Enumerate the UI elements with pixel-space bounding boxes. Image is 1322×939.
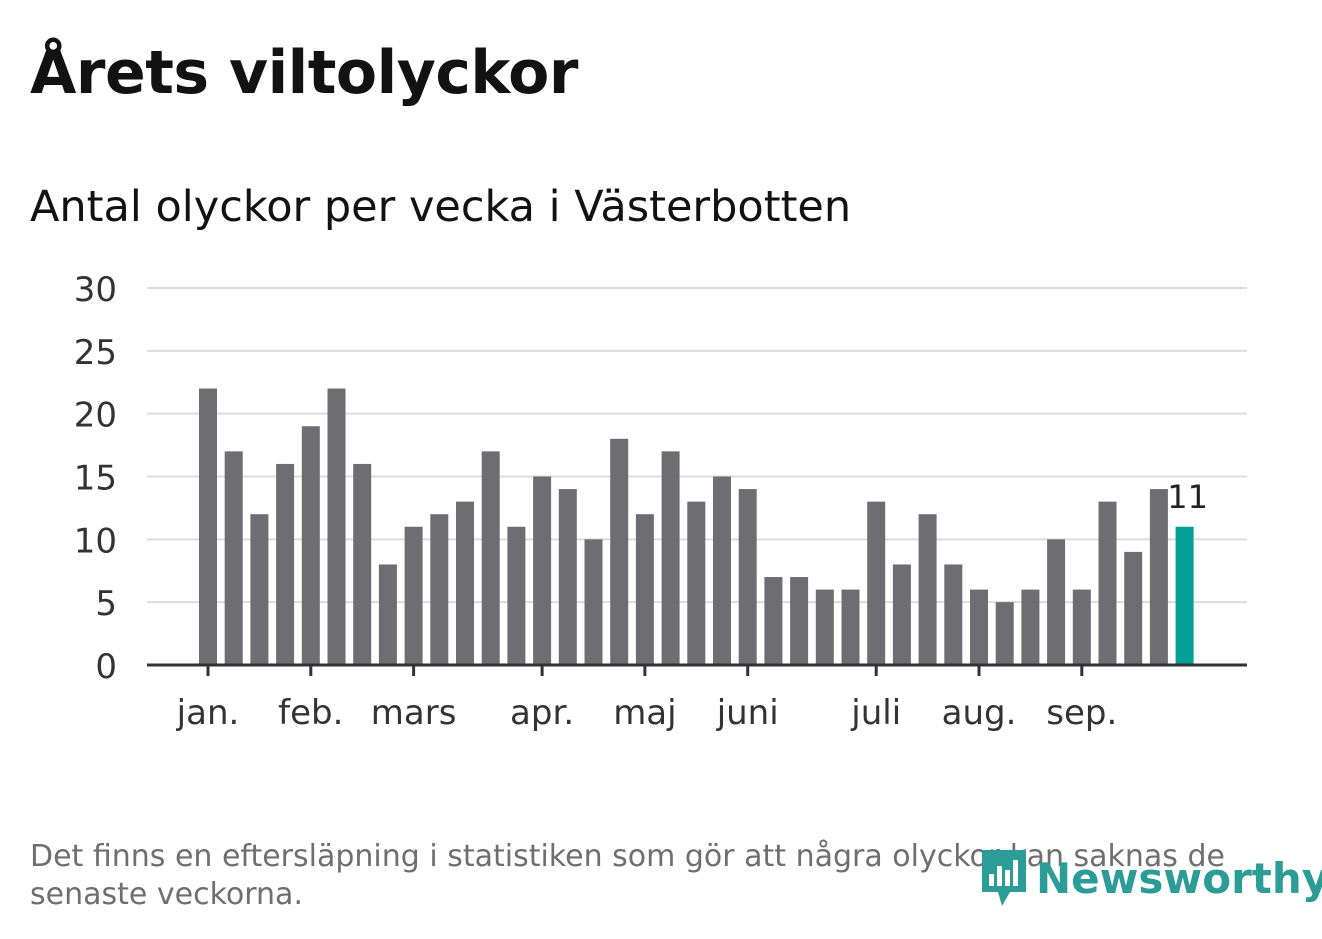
bar xyxy=(250,514,269,665)
bar xyxy=(456,501,474,665)
data-label-highlight: 11 xyxy=(1167,478,1208,516)
y-tick-label: 15 xyxy=(74,459,117,499)
bar xyxy=(713,476,731,665)
bar xyxy=(995,602,1014,665)
bar xyxy=(764,577,783,665)
newsworthy-logo-icon xyxy=(982,850,1026,906)
y-tick-label: 30 xyxy=(74,270,117,310)
bar xyxy=(867,501,886,665)
bar xyxy=(507,526,526,665)
y-tick-label: 20 xyxy=(74,396,117,436)
bar xyxy=(199,388,217,665)
bar xyxy=(430,514,449,665)
bar xyxy=(558,489,577,665)
y-tick-label: 10 xyxy=(74,521,117,561)
bar xyxy=(1098,501,1117,665)
bar xyxy=(1047,539,1066,665)
bar xyxy=(224,451,243,665)
bar xyxy=(353,463,372,665)
x-tick-label: juni xyxy=(716,693,779,733)
bar xyxy=(378,564,397,665)
bar xyxy=(815,589,834,665)
bar xyxy=(301,426,320,665)
bar xyxy=(687,501,706,665)
bar xyxy=(635,514,654,665)
bar xyxy=(1124,551,1143,665)
x-tick-label: jan. xyxy=(176,693,240,733)
x-tick-label: feb. xyxy=(278,693,343,733)
bar xyxy=(533,476,552,665)
bar xyxy=(918,514,937,665)
bar-highlight xyxy=(1175,526,1194,665)
bar xyxy=(1072,589,1091,665)
bar xyxy=(481,451,500,665)
bar xyxy=(944,564,963,665)
brand-name: Newsworthy xyxy=(1036,853,1322,903)
x-tick-label: juli xyxy=(850,693,901,733)
x-tick-label: aug. xyxy=(942,693,1017,733)
y-tick-label: 5 xyxy=(95,584,117,624)
y-tick-label: 25 xyxy=(74,333,117,373)
bar xyxy=(790,577,809,665)
x-tick-label: mars xyxy=(371,693,457,733)
bar xyxy=(892,564,911,665)
bar xyxy=(584,539,603,665)
bar xyxy=(1149,489,1168,665)
bar xyxy=(1021,589,1040,665)
bar xyxy=(610,438,629,665)
y-tick-label: 0 xyxy=(95,647,117,687)
bar xyxy=(841,589,860,665)
bar xyxy=(970,589,988,665)
x-tick-label: apr. xyxy=(510,693,574,733)
bar xyxy=(276,463,295,665)
bar xyxy=(327,388,346,665)
newsworthy-logo: Newsworthy xyxy=(980,848,1322,908)
chart-subtitle: Antal olyckor per vecka i Västerbotten xyxy=(30,182,852,232)
bar xyxy=(661,451,680,665)
x-tick-label: sep. xyxy=(1046,693,1117,733)
bar xyxy=(738,489,757,665)
x-tick-label: maj xyxy=(613,693,676,733)
chart-title: Årets viltolyckor xyxy=(30,38,579,108)
bar xyxy=(404,526,423,665)
